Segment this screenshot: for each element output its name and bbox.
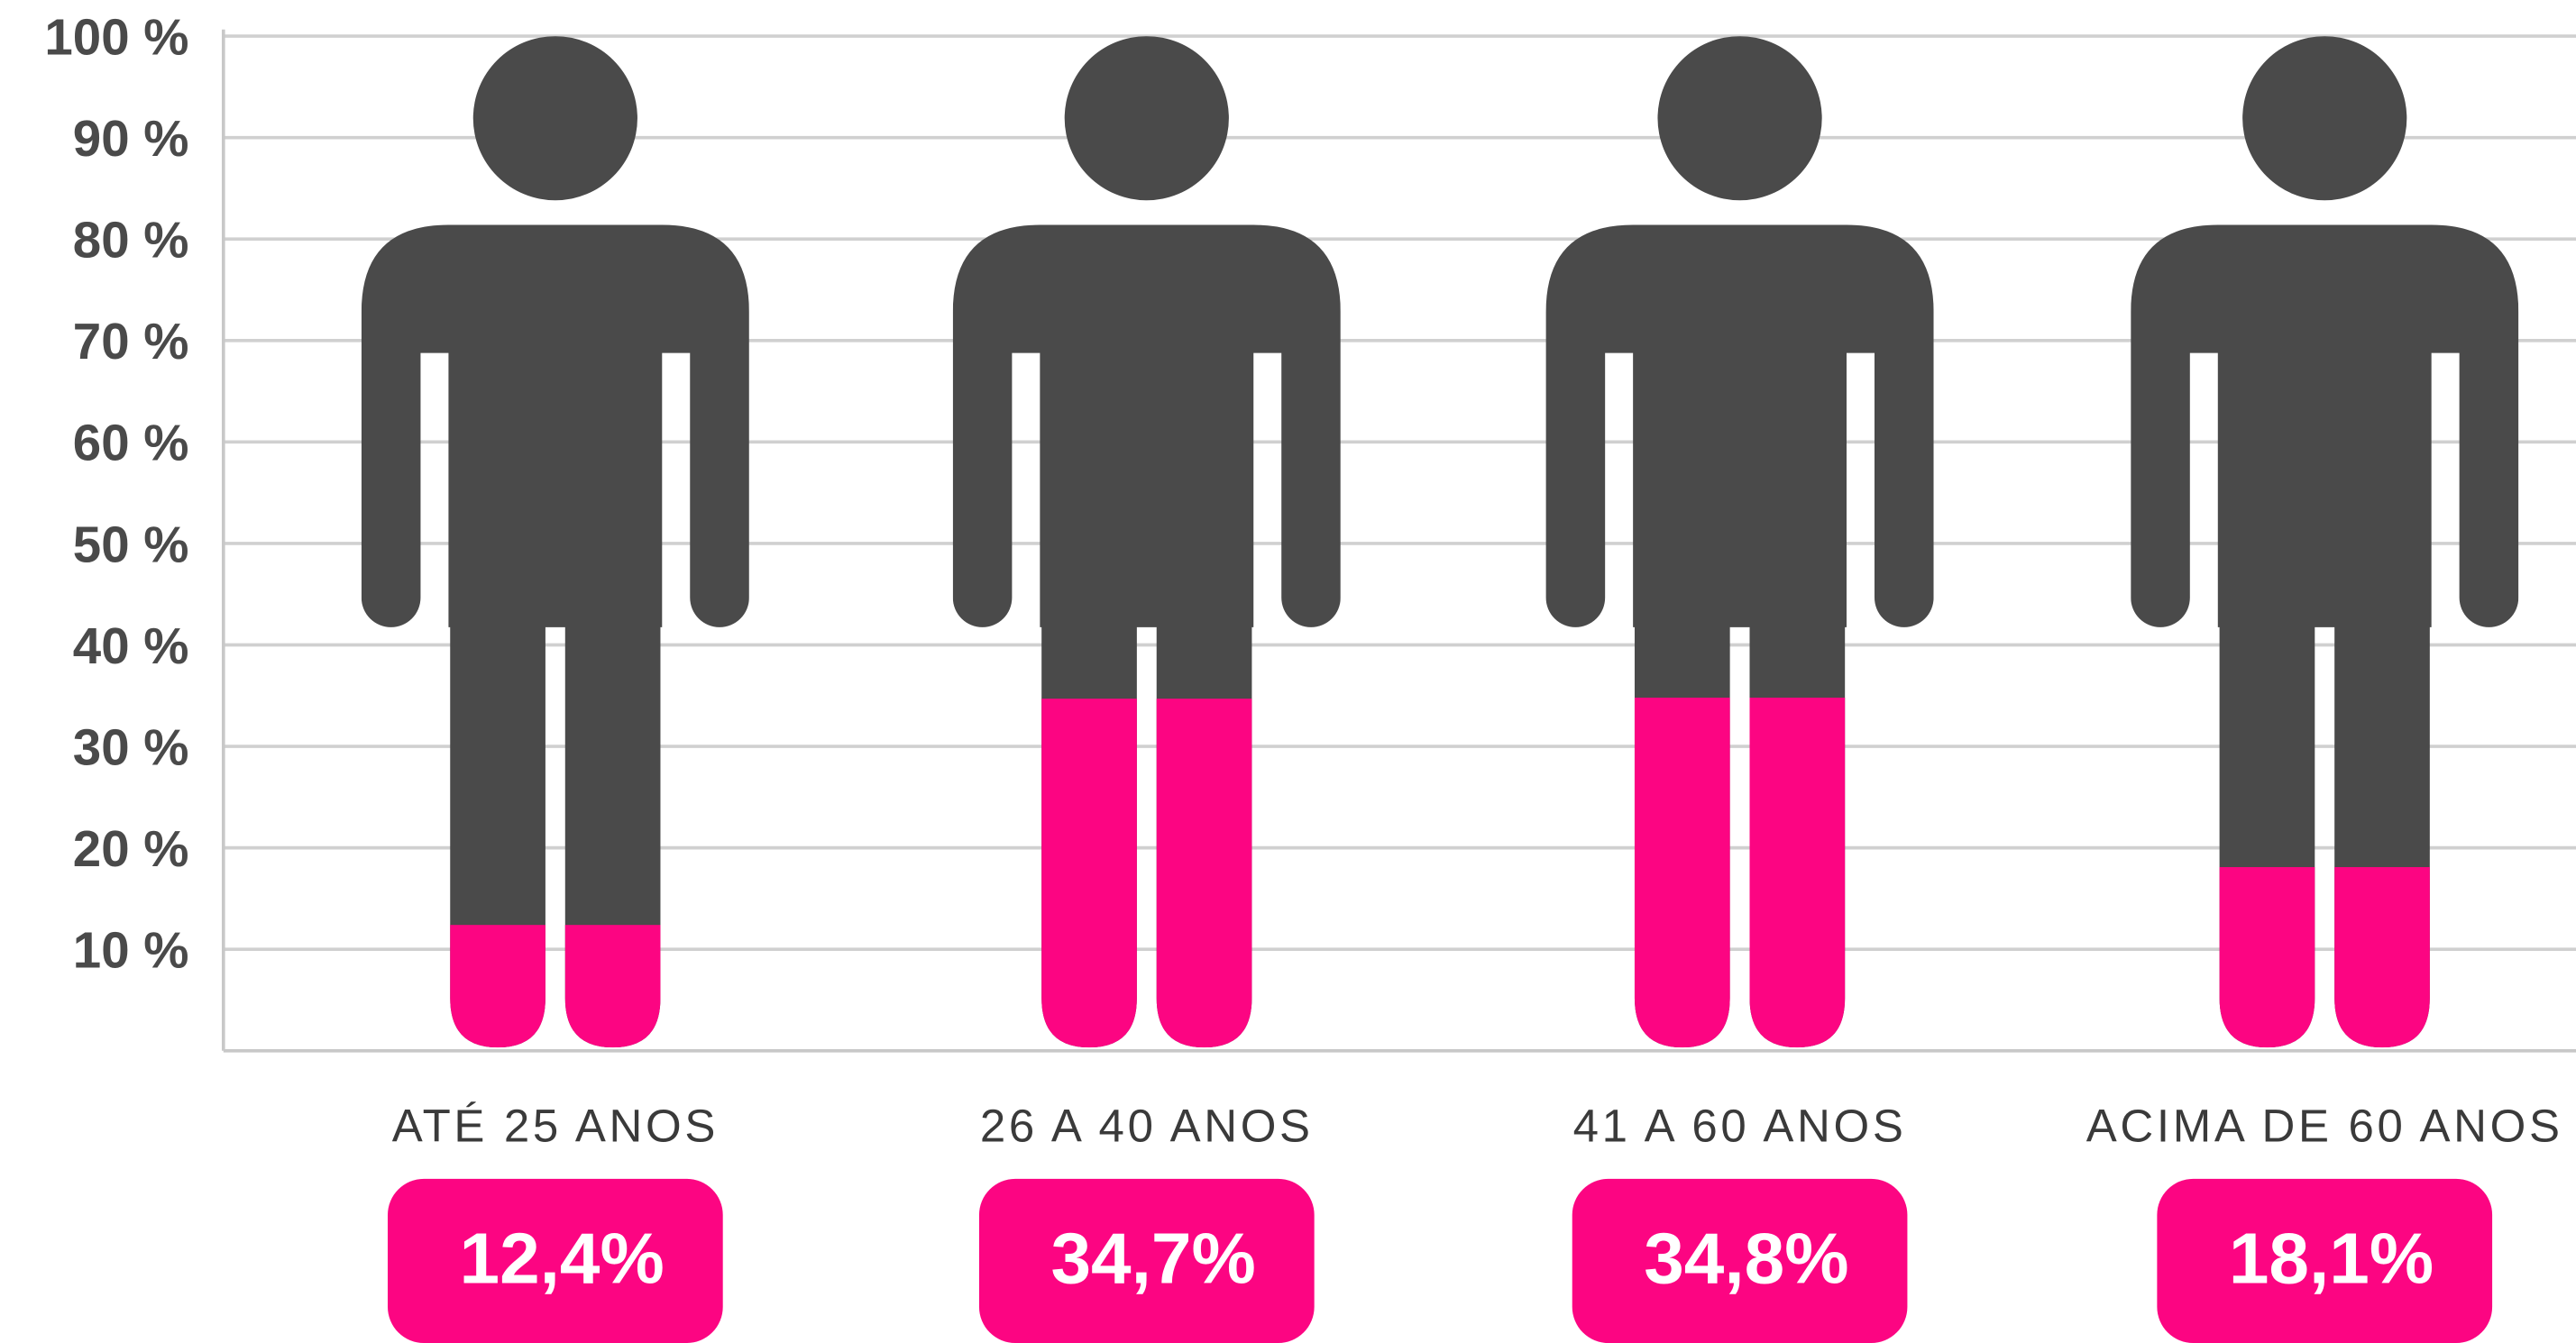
- x-tick-label: ACIMA DE 60 ANOS: [2086, 1101, 2563, 1152]
- y-tick-label: 80 %: [73, 212, 189, 269]
- value-label: 12,4%: [460, 1218, 665, 1299]
- value-badge: [978, 1178, 1315, 1343]
- y-tick-label: 70 %: [73, 313, 189, 370]
- value-label: 18,1%: [2229, 1218, 2434, 1299]
- y-tick-label: 50 %: [73, 516, 189, 572]
- x-tick-label: ATÉ 25 ANOS: [392, 1101, 719, 1152]
- y-tick-label: 90 %: [73, 110, 189, 167]
- x-tick-label: 26 A 40 ANOS: [980, 1101, 1314, 1152]
- figure: [361, 36, 749, 1048]
- figure: [952, 36, 1341, 1048]
- value-label: 34,7%: [1050, 1218, 1255, 1299]
- figure: [2131, 36, 2519, 1048]
- fill-bar: [2131, 867, 2519, 1048]
- y-tick-label: 40 %: [73, 617, 189, 674]
- y-tick-label: 30 %: [73, 718, 189, 775]
- y-tick-label: 100 %: [44, 8, 188, 65]
- y-tick-label: 20 %: [73, 820, 189, 877]
- value-badge: [388, 1178, 723, 1343]
- y-tick-label: 60 %: [73, 415, 189, 471]
- figure: [1545, 36, 1934, 1048]
- value-badge: [2157, 1178, 2493, 1343]
- x-tick-label: 41 A 60 ANOS: [1573, 1101, 1907, 1152]
- value-badge: [1572, 1178, 1908, 1343]
- fill-bar: [952, 699, 1341, 1048]
- value-label: 34,8%: [1644, 1218, 1848, 1299]
- y-tick-label: 10 %: [73, 922, 189, 979]
- fill-bar: [1545, 698, 1934, 1048]
- fill-bar: [361, 925, 749, 1048]
